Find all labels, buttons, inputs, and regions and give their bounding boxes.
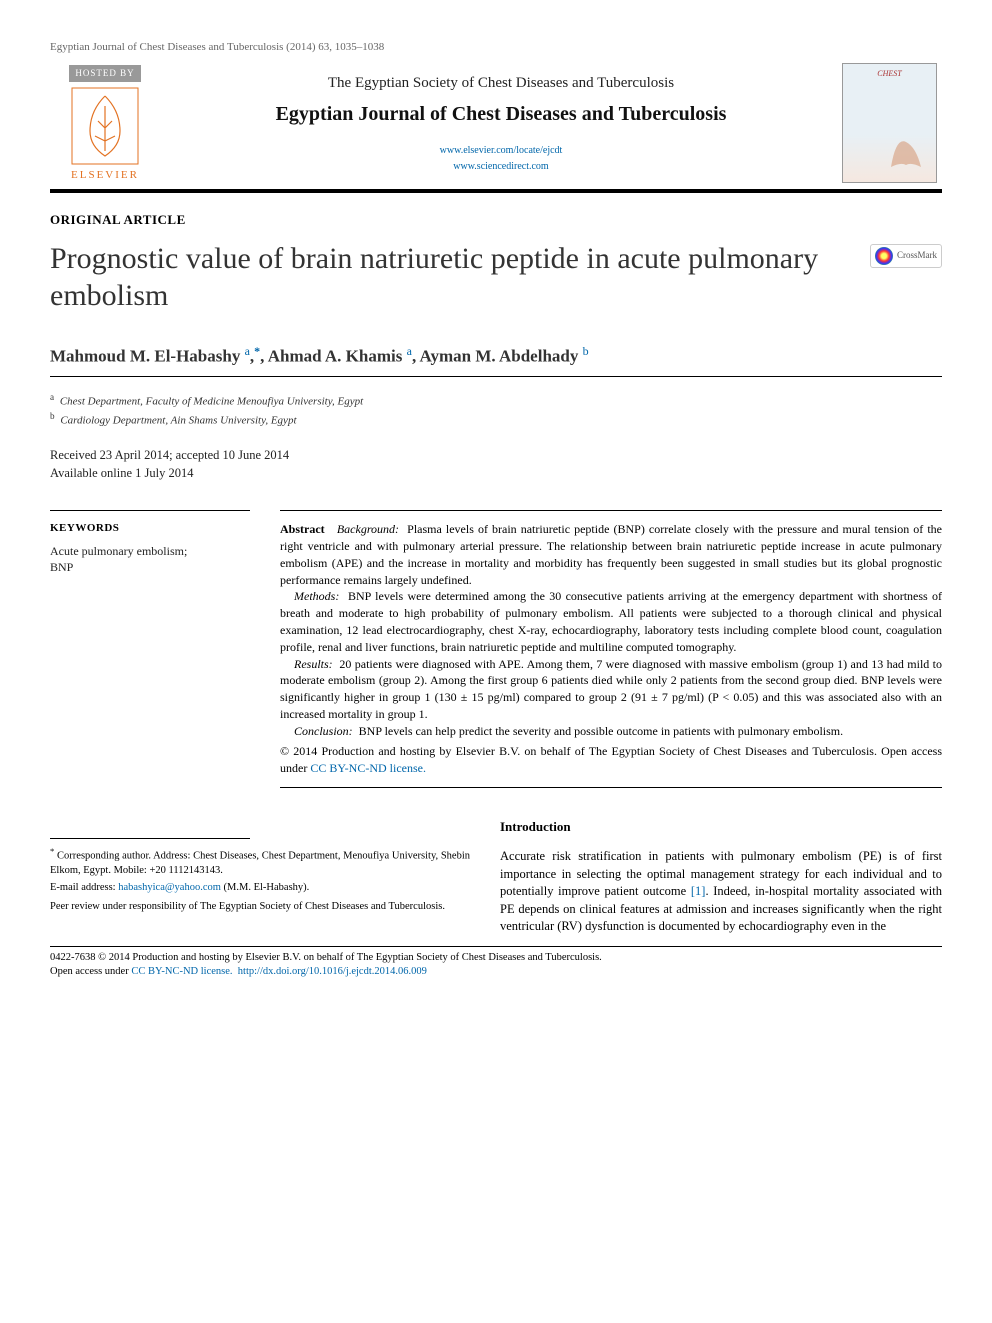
journal-links: www.elsevier.com/locate/ejcdt www.scienc… [160,144,842,174]
article-title: Prognostic value of brain natriuretic pe… [50,240,842,315]
results-text: 20 patients were diagnosed with APE. Amo… [280,657,942,721]
bottom-license-link[interactable]: CC BY-NC-ND license. [131,966,232,977]
affiliations: a Chest Department, Faculty of Medicine … [50,391,942,429]
bottom-info: 0422-7638 © 2014 Production and hosting … [50,951,942,980]
footnote-rule [50,838,250,839]
crossmark-icon [875,247,893,265]
corr-star: * [50,846,54,856]
author-3: Ayman M. Abdelhady [420,346,579,365]
bottom-license-prefix: Open access under [50,966,131,977]
methods-label: Methods: [294,589,339,603]
keywords-label: KEYWORDS [50,521,250,536]
journal-info: The Egyptian Society of Chest Diseases a… [160,63,842,176]
results-label: Results: [294,657,333,671]
abstract-copyright: © 2014 Production and hosting by Elsevie… [280,743,942,777]
masthead: HOSTED BY ELSEVIER The Egyptian Society … [50,63,942,183]
aff-a-sup: a [50,392,54,402]
keywords-abstract-row: KEYWORDS Acute pulmonary embolism; BNP A… [50,510,942,788]
society-name: The Egyptian Society of Chest Diseases a… [160,73,842,94]
abstract-background: Abstract Background: Plasma levels of br… [280,521,942,588]
journal-link-1[interactable]: www.elsevier.com/locate/ejcdt [160,144,842,158]
peer-review-note: Peer review under responsibility of The … [50,900,470,915]
article-type: ORIGINAL ARTICLE [50,211,942,229]
author-2: Ahmad A. Khamis [268,346,403,365]
intro-text: Accurate risk stratification in patients… [500,848,942,936]
conclusion-label: Conclusion: [294,724,353,738]
ref-1[interactable]: [1] [691,884,706,898]
aff-b-sup: b [50,411,55,421]
email-label: E-mail address: [50,882,118,893]
journal-link-2[interactable]: www.sciencedirect.com [160,160,842,174]
journal-cover: CHEST [842,63,942,183]
author-sep: , [412,346,420,365]
keywords-column: KEYWORDS Acute pulmonary embolism; BNP [50,510,250,788]
bg-label: Background: [337,522,399,536]
corresponding-author: * Corresponding author. Address: Chest D… [50,845,470,879]
author-rule [50,376,942,377]
aff-a-text: Chest Department, Faculty of Medicine Me… [60,396,363,408]
masthead-rule [50,189,942,193]
email-line: E-mail address: habashyica@yahoo.com (M.… [50,881,470,896]
bottom-rule [50,946,942,947]
available-online: Available online 1 July 2014 [50,465,942,483]
license-link[interactable]: CC BY-NC-ND license. [310,761,426,775]
title-row: Prognostic value of brain natriuretic pe… [50,240,942,315]
keywords-list: Acute pulmonary embolism; BNP [50,543,250,577]
aff-b-text: Cardiology Department, Ain Shams Univers… [60,415,296,427]
abstract-conclusion: Conclusion: BNP levels can help predict … [280,723,942,740]
email-suffix: (M.M. El-Habashy). [221,882,309,893]
methods-text: BNP levels were determined among the 30 … [280,589,942,653]
journal-name: Egyptian Journal of Chest Diseases and T… [160,100,842,128]
citation-header: Egyptian Journal of Chest Diseases and T… [50,40,942,55]
email-link[interactable]: habashyica@yahoo.com [118,882,221,893]
footer-column: * Corresponding author. Address: Chest D… [50,818,470,936]
corr-text: Corresponding author. Address: Chest Dis… [50,851,470,877]
authors-line: Mahmoud M. El-Habashy a,*, Ahmad A. Kham… [50,343,942,368]
intro-heading: Introduction [500,818,942,836]
doi-link[interactable]: http://dx.doi.org/10.1016/j.ejcdt.2014.0… [238,966,427,977]
crossmark-badge[interactable]: CrossMark [862,244,942,270]
publisher-block: HOSTED BY ELSEVIER [50,63,160,183]
abstract-label: Abstract [280,522,325,536]
intro-column: Introduction Accurate risk stratificatio… [500,818,942,936]
hosted-by-badge: HOSTED BY [69,65,140,82]
received-accepted: Received 23 April 2014; accepted 10 June… [50,447,942,465]
intro-section: * Corresponding author. Address: Chest D… [50,818,942,936]
author-1: Mahmoud M. El-Habashy [50,346,240,365]
cover-title: CHEST [843,68,936,79]
author-3-aff: b [583,344,589,358]
crossmark-label: CrossMark [897,249,937,262]
elsevier-tree-icon [70,86,140,166]
abstract-column: Abstract Background: Plasma levels of br… [280,510,942,788]
author-sep: , [260,346,268,365]
issn-copyright: 0422-7638 © 2014 Production and hosting … [50,952,602,963]
copyright-text: © 2014 Production and hosting by Elsevie… [280,744,877,758]
cover-image: CHEST [842,63,937,183]
article-dates: Received 23 April 2014; accepted 10 June… [50,447,942,482]
abstract-results: Results: 20 patients were diagnosed with… [280,656,942,723]
abstract-methods: Methods: BNP levels were determined amon… [280,588,942,655]
conclusion-text: BNP levels can help predict the severity… [359,724,843,738]
publisher-name: ELSEVIER [50,168,160,183]
